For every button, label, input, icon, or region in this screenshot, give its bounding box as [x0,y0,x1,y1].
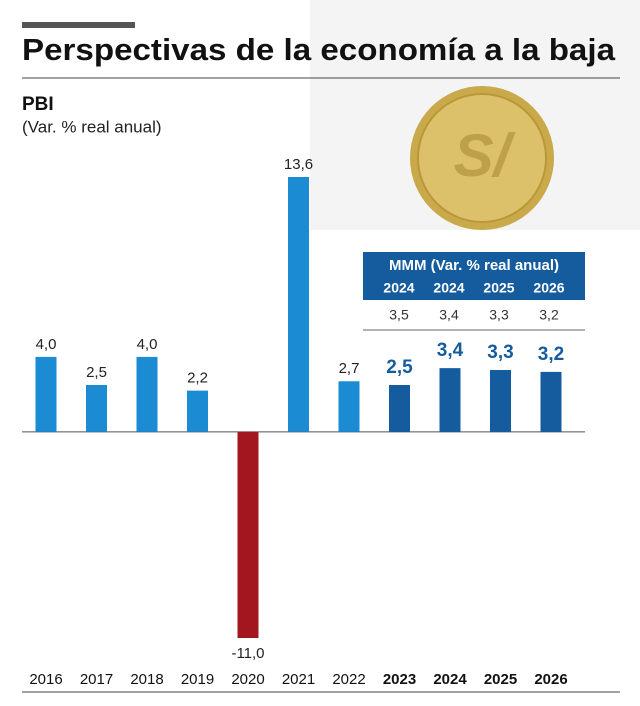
table-cell: 3,4 [439,307,459,323]
coin-symbol: S/ [454,122,516,189]
x-tick-label: 2016 [29,671,62,688]
table-cell: 3,5 [389,307,409,323]
table-title: MMM (Var. % real anual) [389,257,559,274]
bar [35,356,57,432]
bar [439,368,461,432]
value-label: 4,0 [137,336,158,353]
x-tick-label: 2022 [332,671,365,688]
value-label: 4,0 [36,336,57,353]
bar [288,177,309,432]
x-tick-label: 2025 [484,671,517,688]
x-tick-label: 2021 [282,671,315,688]
bar [490,370,511,432]
value-label: 3,2 [538,344,564,365]
x-tick-label: 2024 [433,671,467,688]
x-tick-label: 2023 [383,671,416,688]
bar [338,381,360,432]
value-label: 13,6 [284,156,313,173]
x-tick-label: 2017 [80,671,113,688]
table-header-cell: 2024 [433,280,464,296]
coin: S/ [410,86,554,230]
value-label: 2,5 [386,357,413,378]
bar [389,385,410,432]
table-header-cell: 2026 [533,280,564,296]
x-tick-label: 2018 [130,671,163,688]
coin-face [417,93,547,223]
value-label: 3,3 [487,342,513,363]
chart-subtitle: PBI [22,94,54,115]
x-tick-label: 2026 [534,671,567,688]
bar [237,431,259,638]
x-tick-label: 2020 [231,671,264,688]
value-label: -11,0 [231,645,264,662]
value-label: 3,4 [437,340,464,361]
table-header-cell: 2025 [483,280,514,296]
bar [86,385,107,432]
bar [136,356,158,432]
bar [187,390,208,432]
table-header-cell: 2024 [383,280,414,296]
header-bar [22,22,135,28]
chart-title: Perspectivas de la economía a la baja [22,32,616,67]
table-cell: 3,3 [489,307,509,323]
value-label: 2,5 [86,364,107,381]
table-header-bg [363,252,585,300]
bar [540,371,562,432]
unit-label: (Var. % real anual) [22,117,162,136]
value-label: 2,2 [187,370,208,387]
value-label: 2,7 [339,360,360,377]
x-tick-label: 2019 [181,671,214,688]
table-cell: 3,2 [539,307,559,323]
